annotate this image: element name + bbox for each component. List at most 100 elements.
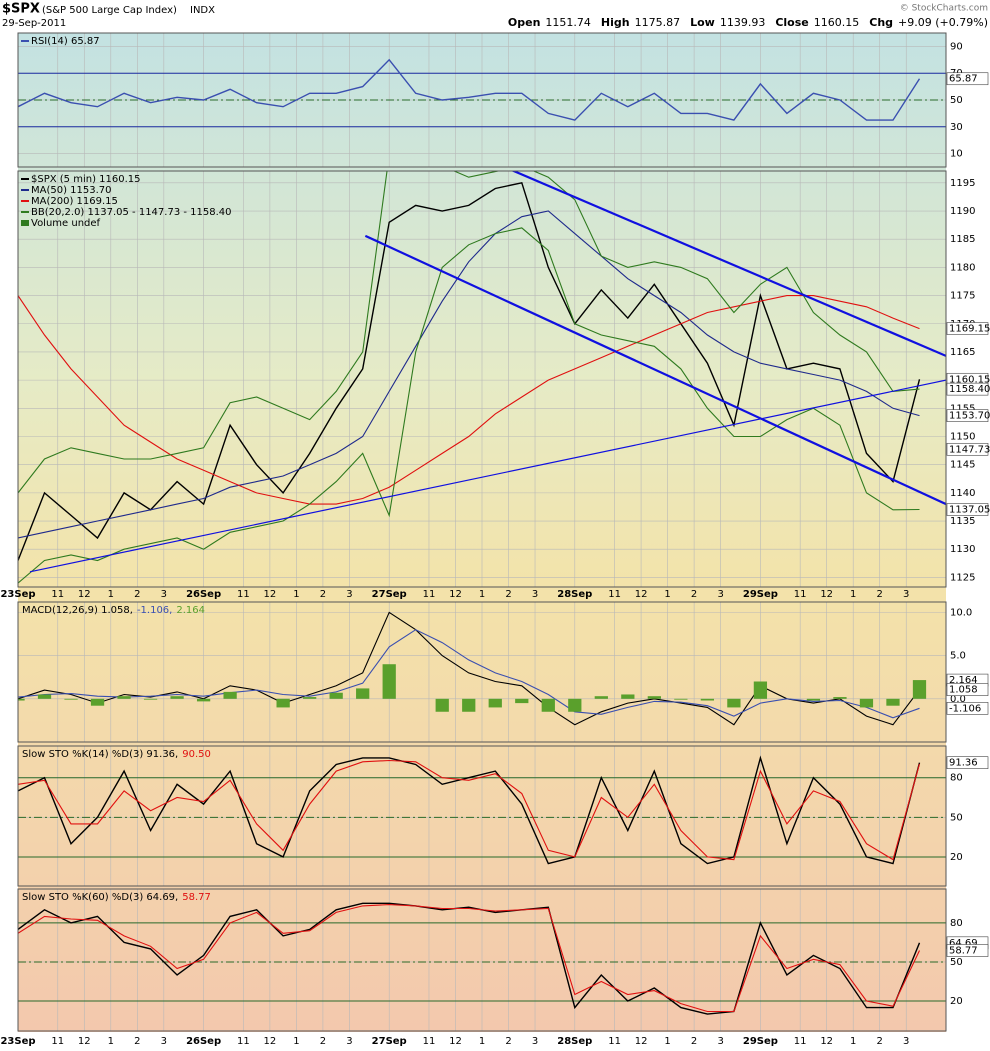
series-line bbox=[18, 58, 921, 121]
histogram-bar bbox=[700, 698, 714, 701]
series-line bbox=[18, 171, 920, 494]
legend-entry: MACD(12,26,9) 1.058, bbox=[22, 605, 133, 616]
x-tick-label: 1 bbox=[108, 1036, 114, 1047]
x-tick-label: 11 bbox=[794, 589, 807, 600]
y-tick-label: 20 bbox=[950, 996, 963, 1007]
histogram-bar bbox=[488, 698, 502, 708]
x-tick-label: 12 bbox=[820, 589, 833, 600]
legend-entry: 2.164 bbox=[176, 605, 205, 616]
x-tick-label: 12 bbox=[820, 1036, 833, 1047]
value-tag-label: 2.164 bbox=[949, 675, 978, 686]
quote-label: Chg bbox=[869, 16, 893, 29]
x-tick-label: 3 bbox=[903, 1036, 909, 1047]
x-tick-label: 1 bbox=[479, 1036, 485, 1047]
panel bbox=[18, 602, 946, 742]
x-tick-label: 11 bbox=[423, 589, 436, 600]
x-tick-label: 12 bbox=[449, 589, 462, 600]
series-line bbox=[18, 227, 920, 584]
histogram-bar bbox=[621, 694, 635, 699]
quote-value: 1160.15 bbox=[814, 16, 860, 29]
histogram-bar bbox=[462, 698, 476, 712]
legend-entry: -1.106, bbox=[137, 605, 172, 616]
histogram-bar bbox=[117, 696, 131, 699]
x-tick-label: 29Sep bbox=[743, 589, 778, 600]
y-tick-label: 30 bbox=[950, 122, 963, 133]
legend: MACD(12,26,9) 1.058, -1.106, 2.164 bbox=[22, 605, 205, 616]
x-tick-label: 23Sep bbox=[0, 1036, 35, 1047]
quote-value: +9.09 (+0.79%) bbox=[898, 16, 988, 29]
legend: Slow STO %K(60) %D(3) 64.69, 58.77 bbox=[22, 892, 211, 903]
histogram-bar bbox=[647, 696, 661, 699]
y-tick-label: 50 bbox=[950, 95, 963, 106]
symbol: $SPX bbox=[2, 2, 40, 17]
y-tick-label: 10.0 bbox=[950, 607, 972, 618]
x-tick-label: 12 bbox=[264, 589, 277, 600]
histogram-bar bbox=[753, 681, 768, 699]
x-tick-label: 2 bbox=[691, 589, 697, 600]
x-tick-label: 26Sep bbox=[186, 589, 221, 600]
value-tag bbox=[946, 503, 989, 516]
x-tick-label: 3 bbox=[903, 589, 909, 600]
x-tick-label: 3 bbox=[161, 589, 167, 600]
y-tick-label: 10 bbox=[950, 149, 963, 160]
x-tick-label: 12 bbox=[449, 1036, 462, 1047]
histogram-bar bbox=[833, 697, 847, 699]
series-line bbox=[18, 611, 920, 726]
panel-border bbox=[17, 601, 947, 743]
y-tick-label: 0.0 bbox=[950, 694, 966, 705]
trend-line bbox=[510, 171, 946, 357]
x-tick-label: 2 bbox=[505, 589, 511, 600]
x-tick-label: 28Sep bbox=[557, 1036, 592, 1047]
legend-entry: Volume undef bbox=[31, 218, 101, 229]
value-tag-label: 1158.40 bbox=[949, 384, 990, 395]
panel-border bbox=[17, 888, 947, 1032]
histogram-bar bbox=[515, 698, 529, 704]
legend-entry: Slow STO %K(60) %D(3) 64.69, bbox=[22, 892, 178, 903]
x-tick-label: 12 bbox=[635, 589, 648, 600]
x-tick-label: 28Sep bbox=[557, 589, 592, 600]
value-tag bbox=[946, 683, 989, 696]
legend-entry: $SPX (5 min) 1160.15 bbox=[31, 174, 141, 185]
value-tag-label: 91.36 bbox=[949, 758, 978, 769]
x-tick-label: 27Sep bbox=[372, 1036, 407, 1047]
value-tag-label: 64.69 bbox=[949, 938, 978, 949]
x-tick-label: 23Sep bbox=[0, 589, 35, 600]
histogram-bar bbox=[594, 696, 608, 699]
legend-entry: 58.77 bbox=[182, 892, 211, 903]
date: 29-Sep-2011 bbox=[2, 18, 66, 29]
y-tick-label: 1140 bbox=[950, 488, 975, 499]
series-line bbox=[18, 759, 921, 861]
y-tick-label: 90 bbox=[950, 41, 963, 52]
x-tick-label: 11 bbox=[51, 589, 64, 600]
histogram-bar bbox=[568, 698, 582, 712]
legend: Slow STO %K(14) %D(3) 91.36, 90.50 bbox=[22, 749, 211, 760]
credit: © StockCharts.com bbox=[900, 4, 988, 14]
histogram-bar bbox=[382, 664, 396, 699]
panel bbox=[18, 746, 946, 886]
x-tick-label: 11 bbox=[237, 589, 250, 600]
histogram-bar bbox=[170, 696, 184, 699]
x-tick-label: 29Sep bbox=[743, 1036, 778, 1047]
y-tick-label: 1125 bbox=[950, 572, 975, 583]
value-tag bbox=[946, 72, 989, 86]
quote: Open 1151.74 High 1175.87 Low 1139.93 Close 116… bbox=[508, 16, 988, 29]
x-tick-label: 3 bbox=[161, 1036, 167, 1047]
x-tick-label: 11 bbox=[794, 1036, 807, 1047]
histogram-bar bbox=[37, 694, 52, 699]
panel bbox=[18, 171, 946, 587]
y-tick-label: 1190 bbox=[950, 206, 975, 217]
y-tick-label: 50 bbox=[950, 957, 963, 968]
y-tick-label: 1150 bbox=[950, 431, 975, 442]
histogram-bar bbox=[196, 698, 211, 702]
x-tick-label: 12 bbox=[78, 589, 91, 600]
x-tick-label: 27Sep bbox=[372, 589, 407, 600]
y-tick-label: 50 bbox=[950, 812, 963, 823]
quote-label: Close bbox=[775, 16, 808, 29]
series-line bbox=[18, 629, 920, 719]
histogram-bar bbox=[727, 698, 741, 708]
value-tag bbox=[946, 442, 989, 456]
y-tick-label: 1195 bbox=[950, 178, 975, 189]
y-tick-label: 1135 bbox=[950, 516, 975, 527]
